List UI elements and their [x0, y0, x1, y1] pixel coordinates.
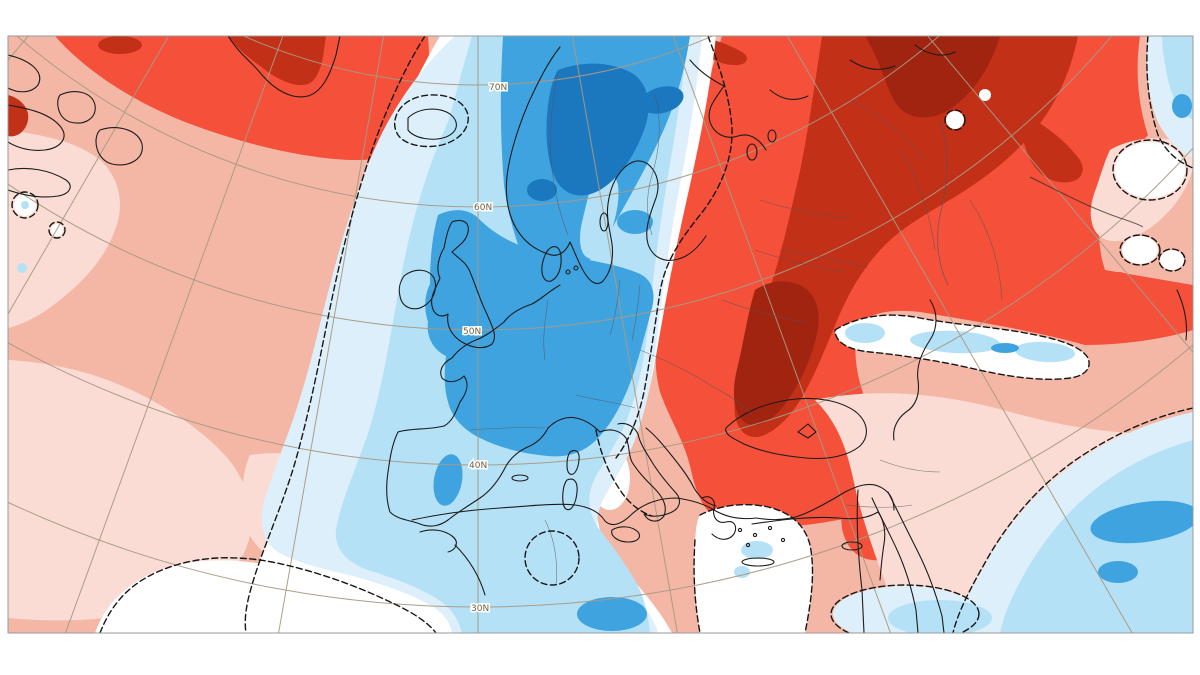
cool-speck-atlantic-2: [21, 201, 29, 209]
warm-patch-right-3: [1105, 272, 1131, 288]
latitude-labels: 70N 60N 50N 40N 30N: [462, 82, 509, 616]
warm-patch-right-1: [1025, 199, 1089, 231]
lat-label-50n: 50N: [463, 327, 481, 337]
cool-strong-west-europe: [425, 210, 654, 457]
cool-speck-libya-1: [741, 541, 773, 559]
warm-core-labrador: [8, 95, 29, 137]
cool-caucasus-core-3: [1015, 341, 1075, 363]
cool-strong-iberia-spot: [433, 454, 463, 506]
lat-label-40n: 40N: [469, 461, 487, 471]
cool-strong-northeast-spot: [1172, 94, 1192, 118]
cool-core-south-norway: [527, 179, 557, 201]
country-borders: [469, 71, 1144, 586]
cool-speck-libya-2: [734, 566, 750, 578]
neutral-blob-southwest: [95, 560, 440, 633]
cool-core-north-scandinavia: [546, 63, 649, 196]
lat-label-70n: 70N: [489, 83, 507, 93]
warm-core-baffin: [98, 36, 142, 54]
cool-core-kola: [640, 86, 684, 114]
warm-core-diagonal-band: [734, 36, 1078, 438]
cool-strong-gulf-spot: [1090, 500, 1193, 544]
strong-warm-anomaly-layer: [8, 36, 1193, 561]
lat-label-60n: 60N: [474, 203, 492, 213]
cool-speck-atlantic: [17, 263, 27, 273]
cool-mid-egypt-spot: [888, 600, 992, 633]
warm-core-ural-lobe: [1022, 115, 1083, 183]
cool-strong-baltic-spot: [617, 210, 653, 234]
cool-strong-tunisia-spot: [577, 597, 647, 631]
cool-strong-gulf-spot-2: [1098, 561, 1138, 583]
lat-label-30n: 30N: [471, 604, 489, 614]
cool-anomaly-layer: [17, 36, 1193, 633]
warm-extreme-north: [865, 36, 1000, 118]
warm-core-greenland-coast: [228, 36, 326, 86]
cool-caucasus-core-1: [845, 323, 885, 343]
warm-extreme-black-sea: [733, 281, 819, 426]
neutral-blob-libya: [694, 504, 813, 633]
coastlines: [8, 36, 1188, 633]
zero-anomaly-contours: [11, 36, 1193, 633]
warm-patch-right-2: [1027, 285, 1118, 338]
cool-caucasus-core-4: [991, 343, 1019, 353]
map-frame: [7, 35, 1194, 634]
